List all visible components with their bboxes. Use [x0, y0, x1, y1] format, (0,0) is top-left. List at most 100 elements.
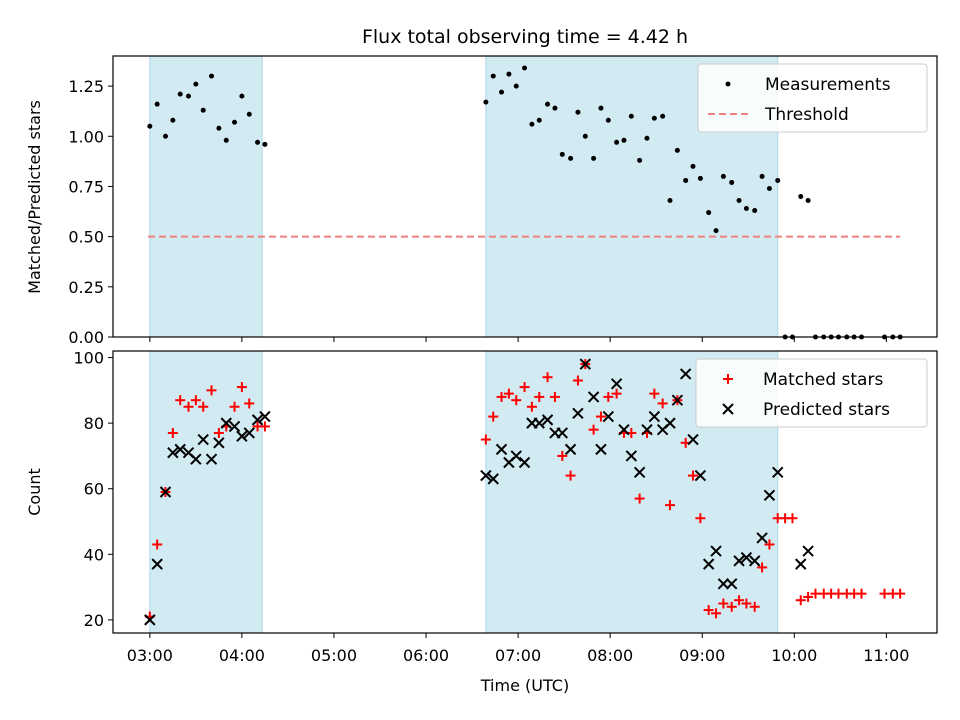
matched-star-point	[503, 388, 514, 399]
observing-intervals	[149, 350, 779, 634]
count-series	[144, 358, 906, 626]
measurement-point	[552, 105, 558, 111]
measurement-point	[232, 119, 238, 125]
measurement-point	[246, 111, 252, 117]
measurement-point	[216, 125, 222, 131]
legend: Matched stars Predicted stars	[695, 358, 928, 428]
x-tick-label: 05:00	[311, 646, 357, 665]
predicted-star-point	[197, 433, 209, 446]
legend-marker-matched	[723, 374, 733, 384]
matched-star-point	[152, 539, 163, 550]
measurement-point	[706, 210, 712, 216]
legend-label-matched: Matched stars	[763, 370, 883, 390]
matched-star-point	[229, 401, 240, 412]
y-tick-label: 60	[84, 480, 104, 499]
predicted-star-point	[802, 545, 814, 557]
predicted-star-point	[518, 456, 531, 469]
measurement-point	[713, 228, 719, 234]
measurement-point	[582, 133, 588, 139]
predicted-star-point	[190, 453, 202, 465]
predicted-star-point	[243, 427, 255, 439]
predicted-star-point	[174, 443, 186, 456]
legend-marker-measurements	[725, 81, 731, 87]
x-tick-label: 04:00	[219, 646, 265, 665]
observing-interval	[149, 55, 263, 338]
measurement-point	[483, 99, 489, 105]
y-tick-label: 0.25	[68, 278, 104, 297]
y-tick-label: 0.50	[68, 228, 104, 247]
predicted-star-point	[595, 443, 607, 456]
predicted-star-point	[533, 417, 545, 429]
measurement-point	[628, 113, 634, 119]
predicted-star-point	[556, 427, 568, 439]
measurement-point	[200, 107, 206, 113]
x-tick-label: 08:00	[587, 646, 633, 665]
legend: Measurements Threshold	[697, 63, 928, 133]
y-tick-label: 1.00	[68, 127, 104, 146]
x-axis-ticks: 03:00 04:00 05:00 06:00 07:00 08:00 09:00 10:00…	[127, 633, 909, 665]
predicted-star-point	[259, 410, 271, 423]
y-tick-label: 0.00	[68, 328, 104, 347]
legend-label-threshold: Threshold	[764, 105, 849, 125]
measurement-point	[621, 137, 627, 143]
measurement-point	[614, 139, 620, 145]
predicted-star-point	[618, 423, 630, 436]
predicted-star-point	[159, 486, 172, 498]
predicted-star-point	[167, 446, 179, 459]
y-axis-label: Matched/Predicted stars	[25, 100, 44, 294]
measurement-point	[766, 185, 772, 191]
x-tick-label: 10:00	[771, 646, 817, 665]
predicted-star-point	[213, 437, 225, 449]
matched-star-point	[611, 388, 622, 399]
matched-star-point	[665, 500, 676, 511]
matched-star-point	[895, 588, 906, 599]
matched-star-point	[244, 398, 255, 409]
y-tick-label: 40	[84, 545, 104, 564]
measurement-point	[674, 147, 680, 153]
predicted-star-point	[671, 394, 684, 406]
matched-star-point	[190, 395, 201, 406]
matched-star-point	[649, 388, 660, 399]
chart-title: Flux total observing time = 4.42 h	[362, 26, 688, 48]
x-tick-label: 06:00	[403, 646, 449, 665]
ratio-panel: Flux total observing time = 4.42 h 0.00 0…	[25, 26, 938, 347]
measurement-point	[239, 93, 245, 99]
predicted-star-point	[679, 368, 692, 380]
predicted-star-point	[236, 430, 248, 442]
matched-star-point	[198, 401, 209, 412]
measurement-point	[490, 73, 496, 79]
measurement-point	[559, 151, 565, 157]
matched-star-point	[634, 493, 645, 504]
matched-star-point	[259, 421, 270, 432]
x-tick-label: 11:00	[863, 646, 909, 665]
predicted-star-point	[205, 453, 218, 465]
measurement-point	[690, 163, 696, 169]
predicted-star-point	[756, 532, 768, 544]
y-tick-label: 100	[73, 349, 104, 368]
matched-star-point	[511, 395, 522, 406]
y-axis-ticks: 20 40 60 80 100	[73, 349, 113, 630]
y-tick-label: 0.75	[68, 177, 104, 196]
matched-star-point	[557, 450, 568, 461]
predicted-star-point	[733, 555, 745, 567]
measurement-point	[223, 137, 229, 143]
measurement-point	[154, 101, 160, 107]
legend-marker-predicted	[722, 403, 734, 415]
measurement-point	[805, 198, 811, 204]
measurement-point	[729, 179, 735, 185]
measurement-point	[177, 91, 183, 97]
matched-star-point	[764, 539, 775, 550]
y-tick-label: 1.25	[68, 77, 104, 96]
matched-star-point	[526, 401, 537, 412]
matched-star-point	[749, 601, 760, 612]
predicted-star-point	[648, 410, 661, 423]
predicted-star-point	[694, 469, 707, 482]
predicted-star-point	[717, 578, 730, 590]
predicted-star-point	[702, 558, 715, 570]
matched-star-point	[236, 382, 247, 393]
predicted-star-point	[220, 417, 232, 429]
measurement-point	[262, 141, 268, 147]
count-panel: 20 40 60 80 100 03:00 04:00 05:00 06:00 07:00 08:…	[25, 349, 938, 695]
measurement-point	[529, 121, 535, 127]
matched-star-point	[175, 395, 186, 406]
